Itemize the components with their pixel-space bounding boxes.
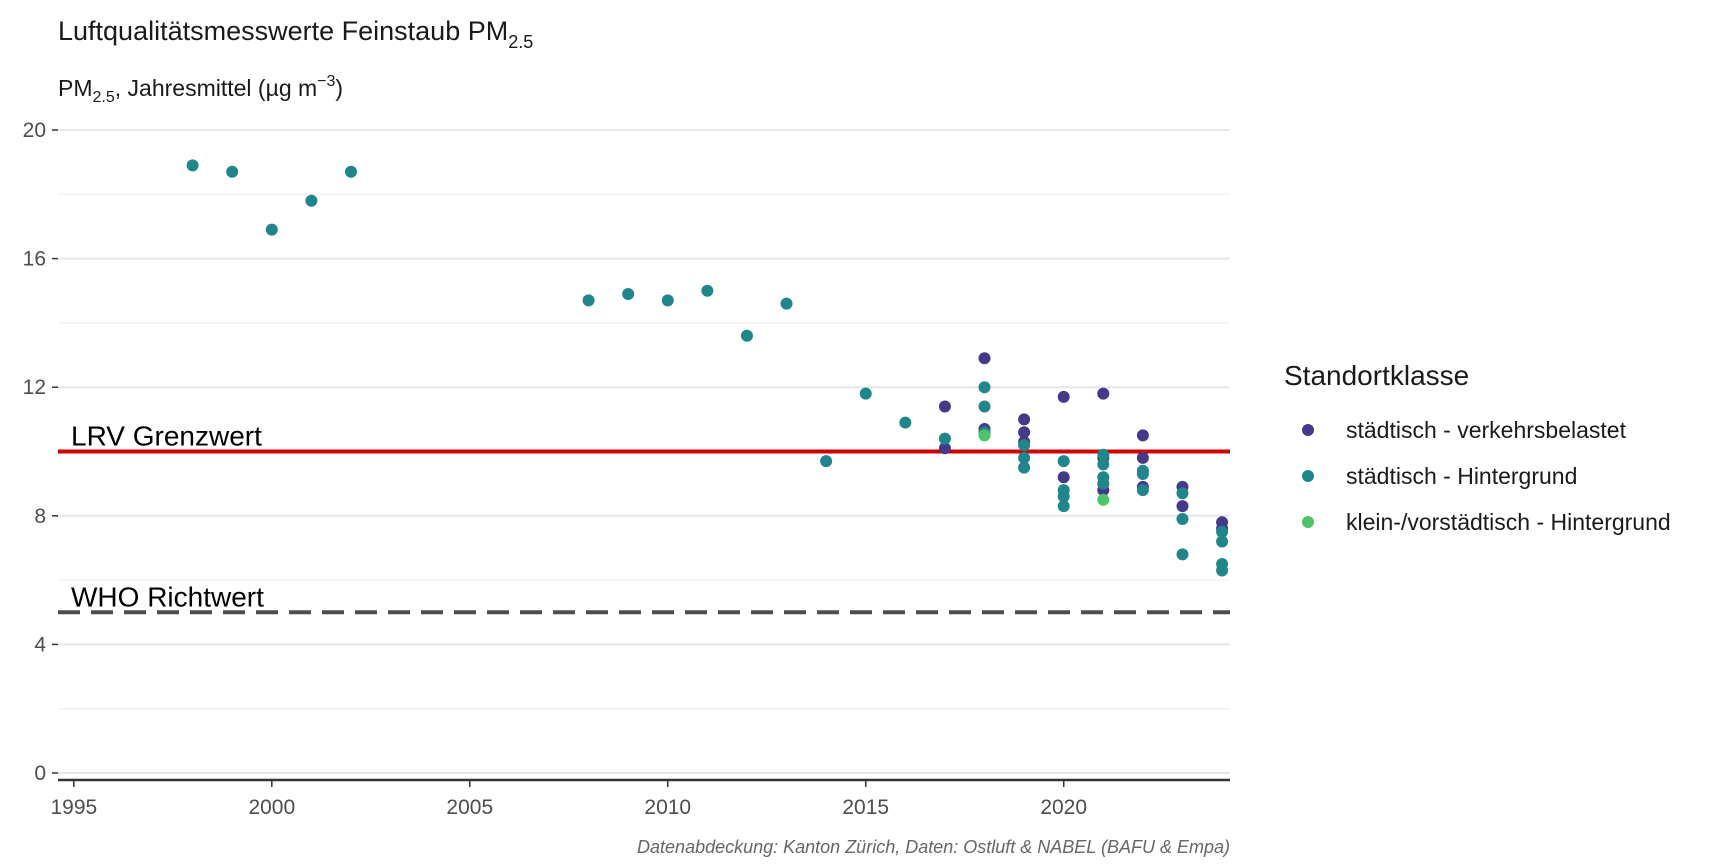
data-point <box>780 297 793 310</box>
subtitle-close: ) <box>335 75 343 101</box>
legend-title: Standortklasse <box>1284 360 1469 391</box>
legend-key <box>1302 424 1314 436</box>
data-point <box>661 294 674 307</box>
data-point <box>1176 548 1189 561</box>
data-point <box>1176 487 1189 500</box>
reference-lines: LRV Grenzwert WHO Richtwert <box>58 421 1230 615</box>
data-point <box>622 287 635 300</box>
y-tick-label: 20 <box>23 119 46 142</box>
chart-subtitle: PM2.5, Jahresmittel (µg m−3) <box>58 73 343 106</box>
data-point <box>859 387 872 400</box>
x-tick-label: 2015 <box>842 796 889 819</box>
legend-label: städtisch - verkehrsbelastet <box>1346 417 1627 443</box>
data-point <box>1216 535 1229 548</box>
data-point <box>1057 500 1070 513</box>
svg-text:PM2.5, Jahresmittel (µg m−3): PM2.5, Jahresmittel (µg m−3) <box>58 73 343 106</box>
title-main: Luftqualitätsmesswerte Feinstaub PM <box>58 16 508 46</box>
data-point <box>938 442 951 455</box>
data-point <box>978 381 991 394</box>
data-point <box>1097 387 1110 400</box>
y-tick-label: 0 <box>34 762 46 785</box>
title-subscript: 2.5 <box>508 32 533 52</box>
data-point <box>186 159 199 172</box>
y-tick-label: 16 <box>23 248 46 271</box>
y-tick-label: 12 <box>23 376 46 399</box>
subtitle-unit: , Jahresmittel (µg m <box>115 75 317 101</box>
x-tick-label: 2000 <box>248 796 295 819</box>
caption: Datenabdeckung: Kanton Zürich, Daten: Os… <box>637 837 1230 857</box>
data-point <box>820 455 833 468</box>
legend: Standortklasse städtisch - verkehrsbelast… <box>1284 360 1671 535</box>
legend-label: klein-/vorstädtisch - Hintergrund <box>1346 509 1671 535</box>
legend-key <box>1302 516 1314 528</box>
data-point <box>1136 429 1149 442</box>
data-point <box>1057 390 1070 403</box>
data-point <box>938 432 951 445</box>
svg-text:Luftqualitätsmesswerte Feinsta: Luftqualitätsmesswerte Feinstaub PM2.5 <box>58 16 533 52</box>
data-point <box>1057 490 1070 503</box>
data-point <box>978 429 991 442</box>
legend-label: städtisch - Hintergrund <box>1346 463 1577 489</box>
data-point <box>1097 458 1110 471</box>
data-point <box>345 165 357 178</box>
data-point <box>1057 471 1070 484</box>
subtitle-superscript: −3 <box>317 73 335 90</box>
x-tick-label: 2020 <box>1040 796 1087 819</box>
data-point <box>1136 451 1149 464</box>
subtitle-subscript: 2.5 <box>93 89 115 106</box>
data-point <box>701 284 714 297</box>
data-point <box>1097 493 1110 506</box>
data-point <box>1018 461 1031 474</box>
data-point <box>1176 500 1189 513</box>
reference-line-label: LRV Grenzwert <box>71 421 262 452</box>
data-point <box>899 416 912 429</box>
data-point <box>305 194 318 207</box>
plot-axes: 0 4 8 12 16 20 1995 2000 2005 2010 2015 2020 <box>23 119 1230 819</box>
chart-title: Luftqualitätsmesswerte Feinstaub PM2.5 <box>58 16 533 52</box>
y-tick-label: 4 <box>34 633 46 656</box>
data-point <box>265 223 278 236</box>
data-point <box>1018 426 1031 439</box>
data-point <box>1018 413 1031 426</box>
data-point <box>978 400 991 413</box>
data-point <box>1136 484 1149 497</box>
data-points <box>186 159 1229 577</box>
data-point <box>1057 455 1070 468</box>
data-point <box>740 329 753 342</box>
reference-line-label: WHO Richtwert <box>71 581 264 612</box>
subtitle-pm: PM <box>58 75 93 101</box>
data-point <box>226 165 239 178</box>
x-tick-label: 1995 <box>50 796 97 819</box>
legend-key <box>1302 470 1314 482</box>
x-tick-label: 2010 <box>644 796 691 819</box>
data-point <box>1216 525 1229 538</box>
data-point <box>938 400 951 413</box>
y-tick-label: 8 <box>34 505 46 528</box>
data-point <box>582 294 595 307</box>
data-point <box>978 352 991 365</box>
x-tick-label: 2005 <box>446 796 493 819</box>
data-point <box>1018 451 1031 464</box>
data-point <box>1097 477 1110 490</box>
data-point <box>1097 448 1110 461</box>
data-point <box>1176 513 1189 526</box>
data-point <box>1216 564 1229 577</box>
data-point <box>1018 439 1031 452</box>
data-point <box>1136 468 1149 481</box>
